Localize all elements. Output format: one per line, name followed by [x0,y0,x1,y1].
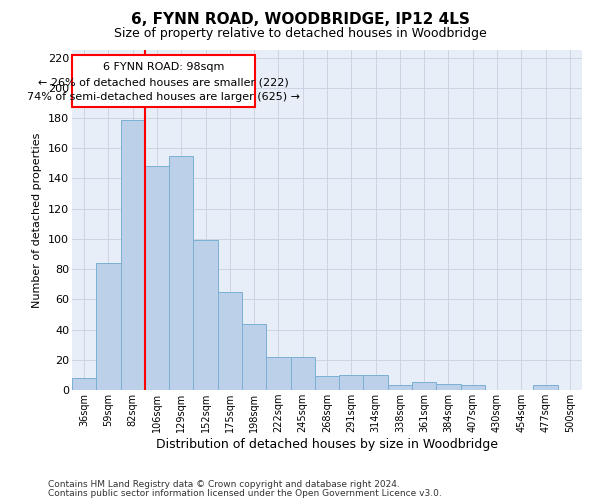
Bar [533,386,558,390]
Bar [315,376,339,390]
Bar [436,384,461,390]
Bar [121,120,145,390]
Bar [145,166,169,390]
Bar [290,357,315,390]
Bar [242,324,266,390]
Text: 6, FYNN ROAD, WOODBRIDGE, IP12 4LS: 6, FYNN ROAD, WOODBRIDGE, IP12 4LS [131,12,469,28]
Bar [169,156,193,390]
Bar [412,382,436,390]
Bar [266,357,290,390]
Bar [364,375,388,390]
Bar [96,263,121,390]
Text: ← 26% of detached houses are smaller (222): ← 26% of detached houses are smaller (22… [38,77,289,87]
Bar [218,292,242,390]
Bar [72,378,96,390]
Text: Contains public sector information licensed under the Open Government Licence v3: Contains public sector information licen… [48,490,442,498]
Text: Size of property relative to detached houses in Woodbridge: Size of property relative to detached ho… [113,28,487,40]
Bar [73,54,254,108]
Y-axis label: Number of detached properties: Number of detached properties [32,132,43,308]
Bar [461,386,485,390]
Text: 6 FYNN ROAD: 98sqm: 6 FYNN ROAD: 98sqm [103,62,224,72]
X-axis label: Distribution of detached houses by size in Woodbridge: Distribution of detached houses by size … [156,438,498,451]
Bar [339,375,364,390]
Text: Contains HM Land Registry data © Crown copyright and database right 2024.: Contains HM Land Registry data © Crown c… [48,480,400,489]
Bar [388,386,412,390]
Bar [193,240,218,390]
Text: 74% of semi-detached houses are larger (625) →: 74% of semi-detached houses are larger (… [27,92,300,102]
